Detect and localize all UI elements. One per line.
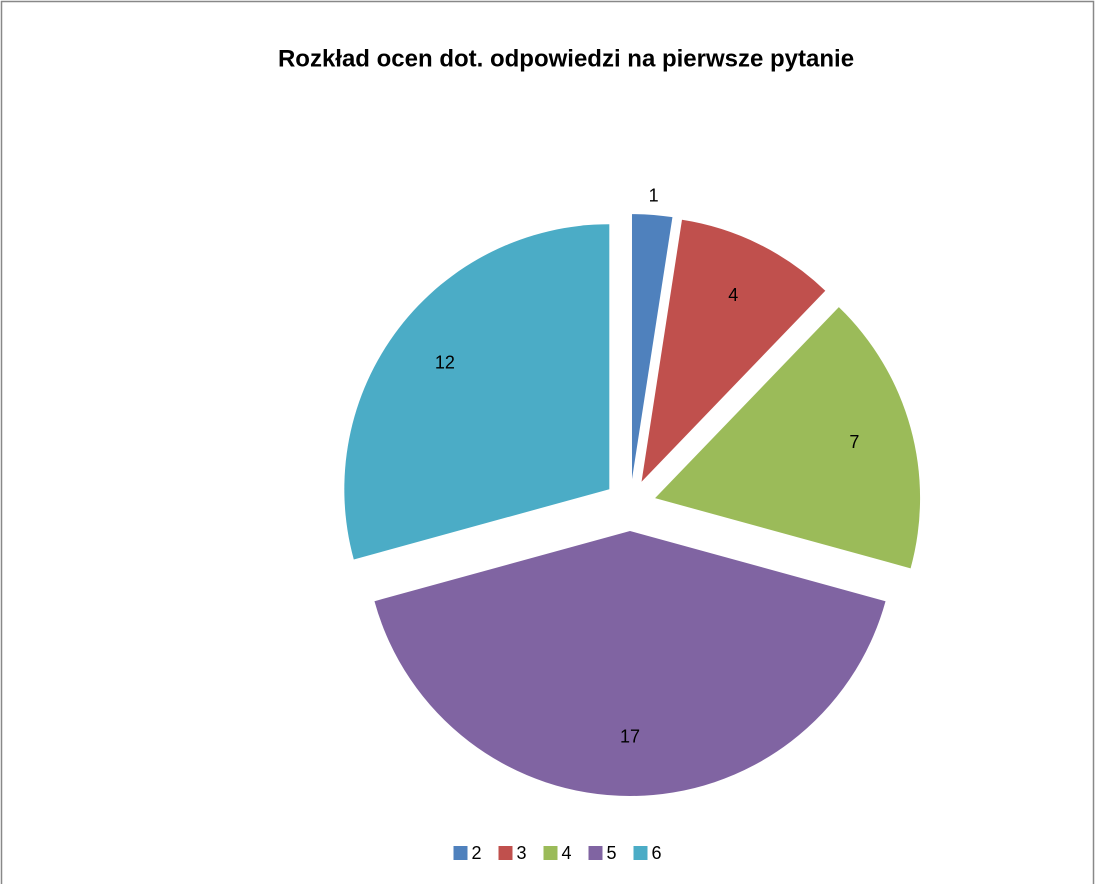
chart-title: Rozkład ocen dot. odpowiedzi na pierwsze… [278,45,854,72]
legend-swatch [453,846,468,860]
legend-label: 3 [517,843,527,863]
data-label: 1 [649,186,659,206]
data-label: 17 [620,726,640,746]
legend-label: 2 [472,843,482,863]
pie-slice [655,307,921,569]
legend-swatch [588,846,603,860]
pie-slice [641,219,826,482]
data-label: 12 [435,353,455,373]
pie-slice [631,214,673,480]
legend-label: 5 [607,843,617,863]
data-label: 7 [849,432,859,452]
data-label: 4 [728,285,738,305]
pie-slice [374,531,886,796]
legend-label: 4 [562,843,572,863]
legend-swatch [633,846,648,860]
pie-slice [344,224,610,560]
legend-label: 6 [652,843,662,863]
legend-swatch [543,846,558,860]
legend-swatch [498,846,513,860]
